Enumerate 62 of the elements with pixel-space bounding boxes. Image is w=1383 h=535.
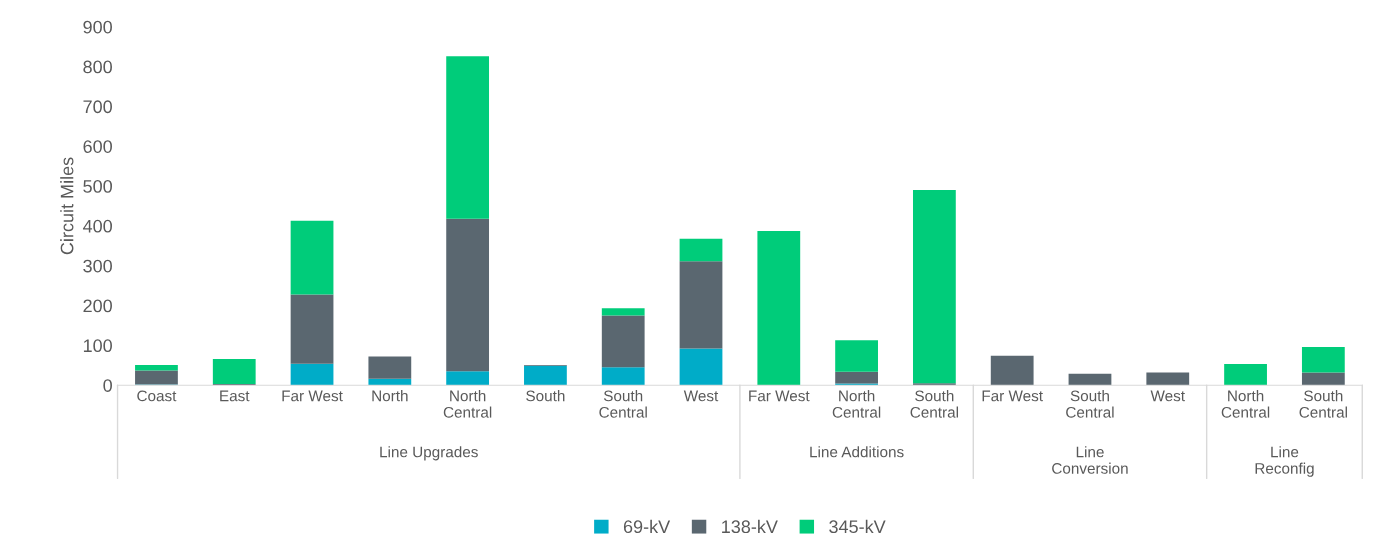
bar xyxy=(835,371,878,384)
y-tick-label: 800 xyxy=(83,60,112,74)
bar xyxy=(212,358,256,385)
x-tick-label: North Central xyxy=(1221,390,1270,418)
bar xyxy=(835,340,878,372)
y-axis-title: Circuit Miles xyxy=(60,157,74,255)
x-tick-label: North Central xyxy=(832,390,881,418)
legend-label: 345-kV xyxy=(829,519,886,534)
x-tick-label: East xyxy=(220,390,250,402)
bar xyxy=(601,315,645,368)
x-tick-label: North xyxy=(372,390,408,402)
bar xyxy=(1301,372,1345,386)
bar xyxy=(679,238,723,262)
y-tick-label: 100 xyxy=(83,339,112,353)
bar xyxy=(368,356,412,379)
text: Line Conversion xyxy=(1052,446,1128,474)
bar xyxy=(601,367,645,386)
bar xyxy=(446,56,490,219)
bar xyxy=(1224,364,1267,386)
bar xyxy=(290,363,334,386)
x-tick-label: Far West xyxy=(749,390,810,402)
x-tick-label: Coast xyxy=(137,390,177,402)
bar xyxy=(290,294,334,364)
y-tick-label: 600 xyxy=(83,140,112,153)
text: Line Upgrades xyxy=(380,446,478,461)
bar xyxy=(679,261,723,349)
bar xyxy=(368,378,412,386)
bar xyxy=(913,190,956,384)
bar xyxy=(601,308,645,316)
y-tick-label: 900 xyxy=(83,20,112,34)
y-tick-label: 200 xyxy=(83,299,112,313)
x-tick-label: Far West xyxy=(982,390,1043,402)
bar xyxy=(290,220,334,295)
y-tick-label: 0 xyxy=(103,379,112,392)
x-tick-label: South Central xyxy=(1066,390,1114,418)
y-tick-label: 500 xyxy=(83,180,112,193)
y-tick-label: 400 xyxy=(82,219,112,233)
text: Line Additions xyxy=(810,446,904,458)
bar xyxy=(990,355,1034,386)
bar xyxy=(1301,346,1345,373)
bar xyxy=(679,348,723,386)
bar xyxy=(1068,373,1112,386)
x-tick-label: South Central xyxy=(599,390,647,418)
x-tick-label: South Central xyxy=(1299,390,1347,418)
bar xyxy=(1146,372,1190,386)
legend-label: 69-kV xyxy=(623,519,671,534)
bar xyxy=(135,364,178,371)
x-tick-label: North Central xyxy=(443,390,492,418)
y-tick-label: 300 xyxy=(83,259,112,273)
x-tick-label: South Central xyxy=(910,390,958,418)
x-tick-label: West xyxy=(1150,390,1185,402)
x-tick-label: South xyxy=(526,390,565,402)
y-tick-label: 700 xyxy=(83,100,112,114)
bar xyxy=(135,370,178,385)
legend-label: 138-kV xyxy=(722,519,778,534)
bar xyxy=(446,371,490,386)
bar xyxy=(446,218,490,372)
bar xyxy=(524,365,567,386)
x-tick-label: Far West xyxy=(282,390,343,402)
x-tick-label: West xyxy=(683,390,719,402)
bar xyxy=(757,231,801,386)
text: Line Reconfig xyxy=(1255,446,1314,477)
